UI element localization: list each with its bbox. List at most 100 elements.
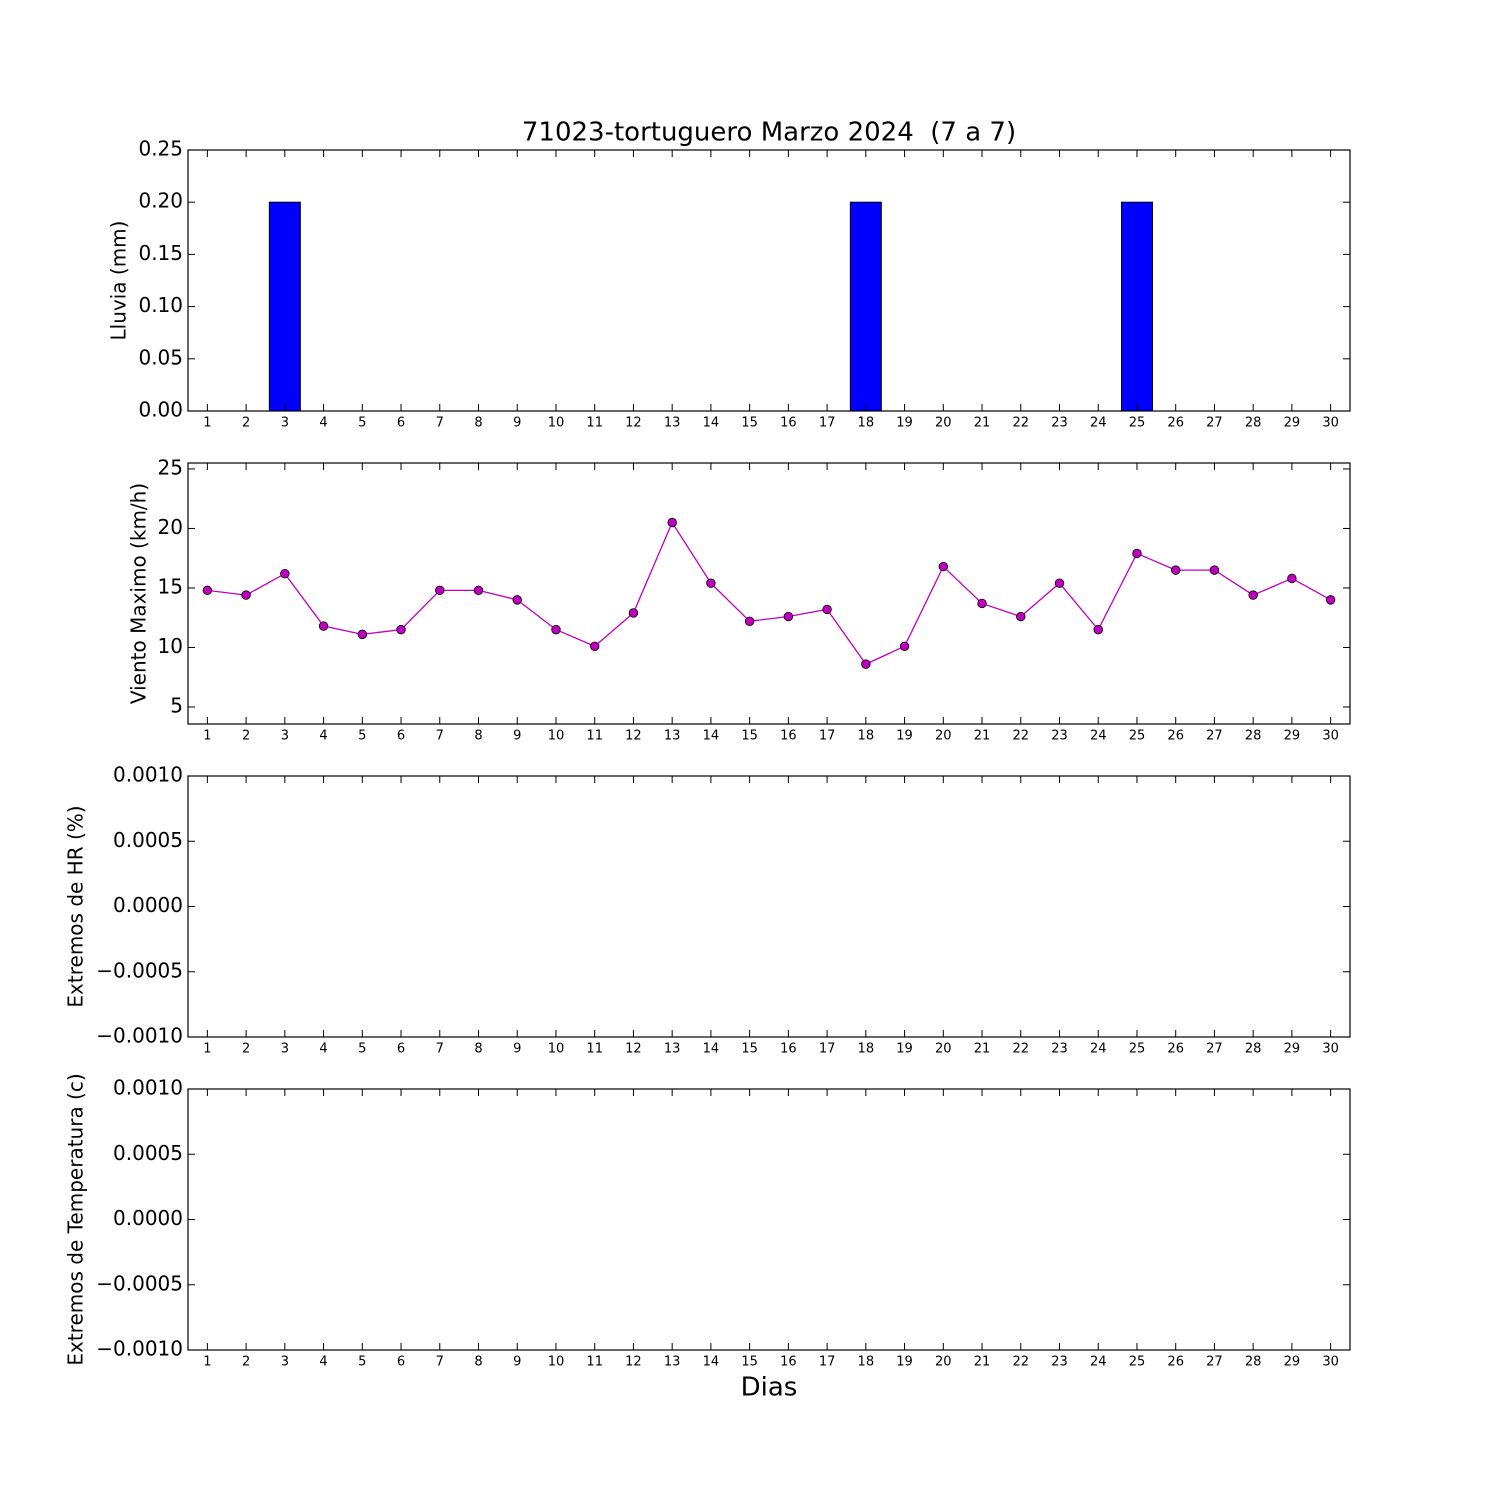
x-tick-label: 20	[935, 416, 952, 431]
x-tick-label: 6	[397, 1355, 405, 1370]
x-tick-label: 5	[358, 729, 366, 744]
y-axis-label: Extremos de HR (%)	[64, 805, 88, 1007]
x-tick-label: 11	[586, 729, 603, 744]
marker	[551, 624, 561, 635]
x-tick-label: 1	[203, 1355, 211, 1370]
x-tick-label: 9	[513, 1355, 521, 1370]
y-tick-label: 15	[158, 574, 183, 598]
x-tick-label: 21	[974, 1042, 991, 1057]
x-tick-label: 3	[281, 416, 289, 431]
x-tick-label: 21	[974, 416, 991, 431]
x-tick-label: 30	[1322, 1042, 1339, 1057]
x-tick-label: 30	[1322, 1355, 1339, 1370]
x-tick-label: 28	[1245, 1042, 1262, 1057]
axes-frame	[187, 149, 1351, 412]
x-tick-label: 10	[548, 1355, 565, 1370]
y-tick-label: 0.0005	[113, 1141, 183, 1165]
marker	[938, 561, 949, 572]
x-tick-label: 6	[397, 416, 405, 431]
y-tick-label: 0.0010	[113, 763, 183, 787]
x-tick-label: 21	[974, 1355, 991, 1370]
marker	[1132, 548, 1142, 559]
marker	[241, 590, 251, 600]
marker	[280, 568, 290, 579]
marker	[899, 641, 910, 651]
x-tick-label: 16	[780, 729, 797, 744]
x-tick-label: 19	[896, 729, 913, 744]
bar	[1120, 201, 1153, 412]
x-tick-label: 9	[513, 729, 521, 744]
y-tick-label: 0.10	[138, 293, 183, 317]
x-tick-label: 4	[319, 729, 327, 744]
y-tick-label: 0.0010	[113, 1076, 183, 1100]
y-tick-label: 0.25	[138, 137, 183, 161]
x-tick-label: 15	[741, 416, 758, 431]
x-tick-label: 29	[1284, 1355, 1301, 1370]
x-tick-label: 11	[586, 1355, 603, 1370]
marker	[861, 659, 871, 669]
x-tick-label: 22	[1012, 1355, 1029, 1370]
marker	[357, 629, 368, 640]
x-tick-label: 6	[397, 1042, 405, 1057]
x-tick-label: 13	[664, 1042, 681, 1057]
x-tick-label: 12	[625, 729, 642, 744]
line	[207, 521, 1331, 665]
x-tick-label: 13	[664, 729, 681, 744]
y-tick-label: 25	[158, 455, 183, 479]
y-tick-label: −0.0005	[96, 1271, 183, 1295]
x-tick-label: 24	[1090, 416, 1107, 431]
x-tick-label: 11	[586, 1042, 603, 1057]
x-tick-label: 29	[1284, 1042, 1301, 1057]
x-tick-label: 27	[1206, 729, 1223, 744]
x-tick-label: 25	[1129, 1355, 1146, 1370]
x-tick-label: 7	[436, 729, 444, 744]
x-tick-label: 25	[1129, 1042, 1146, 1057]
marker	[1209, 565, 1220, 575]
x-tick-label: 20	[935, 1042, 952, 1057]
x-tick-label: 28	[1245, 1355, 1262, 1370]
y-tick-label: −0.0010	[96, 1024, 183, 1048]
x-tick-label: 22	[1012, 1042, 1029, 1057]
marker	[1287, 573, 1297, 584]
x-tick-label: 14	[703, 416, 720, 431]
x-tick-label: 5	[358, 416, 366, 431]
marker	[744, 616, 755, 626]
x-tick-label: 29	[1284, 416, 1301, 431]
bar	[849, 201, 882, 412]
y-tick-label: 10	[158, 634, 183, 658]
x-tick-label: 23	[1051, 1042, 1068, 1057]
x-tick-label: 19	[896, 416, 913, 431]
x-tick-label: 23	[1051, 1355, 1068, 1370]
x-tick-label: 16	[780, 416, 797, 431]
x-tick-label: 12	[625, 416, 642, 431]
marker	[396, 624, 406, 635]
x-tick-label: 21	[974, 729, 991, 744]
x-tick-label: 25	[1129, 416, 1146, 431]
x-tick-label: 26	[1167, 729, 1184, 744]
x-tick-label: 18	[858, 416, 875, 431]
x-tick-label: 9	[513, 416, 521, 431]
y-axis-label: Lluvia (mm)	[107, 221, 131, 341]
x-tick-label: 17	[819, 1042, 836, 1057]
x-tick-label: 17	[819, 1355, 836, 1370]
x-tick-label: 26	[1167, 1042, 1184, 1057]
x-tick-label: 5	[358, 1042, 366, 1057]
x-tick-label: 14	[703, 1355, 720, 1370]
y-axis-label: Viento Maximo (km/h)	[127, 483, 151, 704]
y-tick-label: 20	[158, 515, 183, 539]
x-tick-label: 27	[1206, 1355, 1223, 1370]
y-tick-label: 0.15	[138, 241, 183, 265]
y-tick-label: 0.0000	[113, 1206, 183, 1230]
marker	[1016, 611, 1026, 622]
marker	[1248, 590, 1258, 600]
x-tick-label: 8	[474, 729, 482, 744]
x-tick-label: 14	[703, 1042, 720, 1057]
x-tick-label: 2	[242, 416, 250, 431]
x-tick-label: 13	[664, 1355, 681, 1370]
x-tick-label: 22	[1012, 729, 1029, 744]
y-tick-label: 0.0005	[113, 828, 183, 852]
marker	[318, 621, 329, 631]
x-tick-label: 18	[858, 1355, 875, 1370]
x-tick-label: 16	[780, 1042, 797, 1057]
